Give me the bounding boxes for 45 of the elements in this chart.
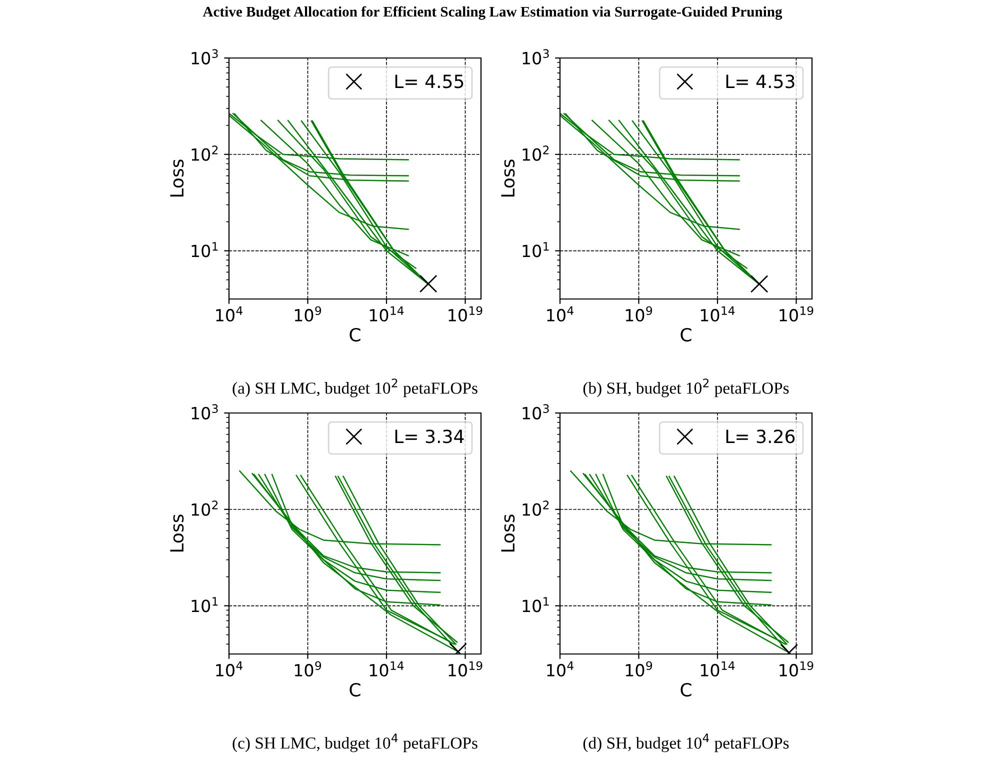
x-tick-label: 10$^{4}$ (547, 661, 574, 677)
legend-label: L= 4.53 (726, 74, 794, 88)
y-tick-label: 10$^{2}$ (522, 500, 549, 516)
legend-label: L= 3.26 (726, 430, 795, 444)
x-axis-title: C (680, 682, 692, 697)
x-tick-label: 10$^{9}$ (294, 661, 322, 676)
text: (c) SH LMC, budget 10$^{4}$ petaFLOPs (232, 734, 478, 752)
y-tick-label: 10$^{3}$ (522, 404, 549, 420)
y-tick-label: 10$^{1}$ (522, 597, 549, 612)
y-tick-label: 10$^{1}$ (192, 597, 218, 612)
x-axis-title: C (680, 328, 692, 342)
y-axis-title: Loss (501, 514, 515, 552)
y-tick-label: 10$^{2}$ (192, 500, 218, 516)
x-axis-title: C (350, 328, 360, 342)
y-tick-label: 10$^{1}$ (522, 242, 549, 258)
x-tick-label: 10$^{4}$ (216, 661, 242, 677)
legend-label: L= 3.34 (395, 430, 464, 444)
y-axis-title: Loss (170, 514, 184, 552)
text: (b) SH, budget 10$^{2}$ petaFLOPs (583, 378, 789, 398)
x-tick-label: 10$^{14}$ (370, 661, 404, 677)
x-axis-title: C (350, 682, 360, 697)
y-tick-label: 10$^{3}$ (192, 404, 218, 420)
x-tick-label: 10$^{19}$ (780, 661, 814, 676)
y-axis-title: Loss (170, 160, 184, 197)
x-tick-label: 10$^{9}$ (294, 306, 322, 322)
x-tick-label: 10$^{4}$ (547, 306, 574, 322)
x-tick-label: 10$^{14}$ (700, 661, 735, 677)
y-axis-title: Loss (501, 160, 515, 197)
x-tick-label: 10$^{19}$ (448, 306, 482, 322)
y-tick-label: 10$^{3}$ (522, 49, 549, 64)
text: Active Budget Allocation for Efficient Scaling Law Estimation via Surrogate-Guided Pruning (202, 6, 782, 20)
x-tick-label: 10$^{4}$ (216, 306, 242, 322)
x-tick-label: 10$^{14}$ (700, 306, 735, 322)
x-tick-label: 10$^{14}$ (370, 306, 404, 322)
x-tick-label: 10$^{9}$ (626, 661, 652, 676)
x-tick-label: 10$^{19}$ (448, 661, 482, 676)
text: (a) SH LMC, budget 10$^{2}$ petaFLOPs (232, 378, 478, 398)
x-tick-label: 10$^{19}$ (780, 306, 814, 322)
y-tick-label: 10$^{3}$ (192, 49, 218, 64)
y-tick-label: 10$^{2}$ (192, 146, 218, 161)
y-tick-label: 10$^{1}$ (192, 242, 218, 258)
x-tick-label: 10$^{9}$ (626, 306, 652, 322)
y-tick-label: 10$^{2}$ (522, 146, 549, 161)
legend-label: L= 4.55 (395, 74, 464, 88)
text: (d) SH, budget 10$^{4}$ petaFLOPs (583, 734, 789, 752)
